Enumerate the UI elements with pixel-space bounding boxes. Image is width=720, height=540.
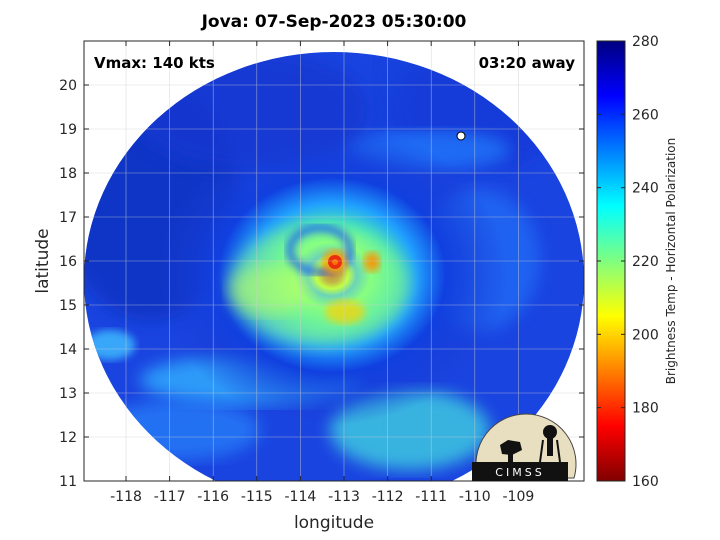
colorbar-tick-label: 160 [632, 474, 659, 490]
colorbar-gradient [596, 40, 626, 482]
colorbar-ticks: 160 180 200 220 240 260 280 [597, 34, 659, 490]
y-tick-label: 14 [59, 342, 77, 358]
y-tick-label: 15 [59, 298, 77, 314]
y-axis-label: latitude [33, 228, 53, 293]
x-axis-label: longitude [294, 513, 374, 533]
y-tick-label: 13 [59, 386, 77, 402]
y-tick-label: 16 [59, 254, 77, 270]
x-tick-label: -111 [415, 489, 447, 505]
colorbar-tick-label: 240 [632, 181, 659, 197]
x-axis: -118 -117 -116 -115 -114 -113 -112 -111 -110 -109 [110, 41, 534, 505]
x-tick-label: -117 [154, 489, 186, 505]
grid [84, 41, 584, 482]
colorbar-label: Brightness Temp - Horizontal Polarizatio… [664, 138, 678, 385]
y-tick-label: 19 [59, 122, 77, 138]
x-tick-label: -114 [285, 489, 317, 505]
y-tick-label: 17 [59, 210, 77, 226]
colorbar-tick-label: 260 [632, 107, 659, 123]
colorbar-tick-label: 200 [632, 327, 659, 343]
y-tick-label: 12 [59, 430, 77, 446]
vmax-label: Vmax: 140 kts [94, 54, 215, 72]
colorbar-tick-label: 280 [632, 34, 659, 50]
x-tick-label: -110 [459, 489, 491, 505]
cimss-logo-text: CIMSS [495, 466, 544, 479]
x-tick-label: -113 [328, 489, 360, 505]
cimss-logo: CIMSS [472, 413, 577, 481]
island-marker [456, 131, 466, 141]
time-away-label: 03:20 away [479, 54, 576, 72]
x-tick-label: -118 [110, 489, 142, 505]
colorbar: 160 180 200 220 240 260 280 Brightness Temp - … [596, 34, 678, 490]
x-tick-label: -109 [503, 489, 535, 505]
plot-title: Jova: 07-Sep-2023 05:30:00 [201, 12, 467, 32]
y-axis: 11 12 13 14 15 16 17 18 19 20 [59, 78, 584, 490]
x-tick-label: -116 [197, 489, 229, 505]
x-tick-label: -115 [241, 489, 273, 505]
y-tick-label: 20 [59, 78, 77, 94]
y-tick-label: 18 [59, 166, 77, 182]
colorbar-tick-label: 180 [632, 401, 659, 417]
colorbar-tick-label: 220 [632, 254, 659, 270]
y-tick-label: 11 [59, 474, 77, 490]
x-tick-label: -112 [372, 489, 404, 505]
